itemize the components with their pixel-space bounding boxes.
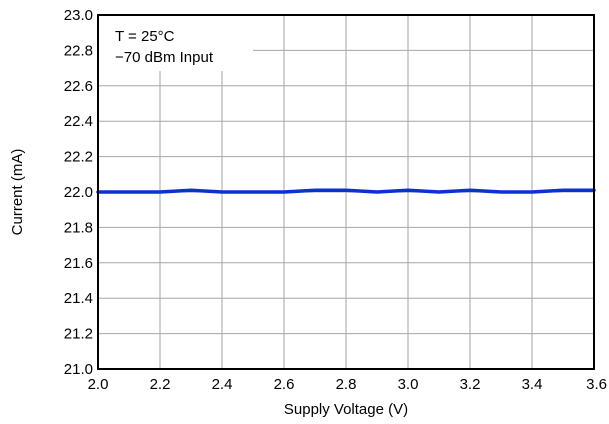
plot-frame bbox=[97, 14, 595, 370]
x-tick-label: 3.0 bbox=[398, 376, 419, 393]
x-tick-labels: 2.0 2.2 2.4 2.6 2.8 3.0 3.2 3.4 3.6 bbox=[88, 376, 607, 393]
x-tick-label: 2.4 bbox=[212, 376, 233, 393]
x-axis-label: Supply Voltage (V) bbox=[284, 401, 408, 418]
x-tick-label: 2.8 bbox=[336, 376, 357, 393]
series-line-0 bbox=[96, 188, 596, 194]
y-axis-label: Current (mA) bbox=[9, 149, 26, 236]
y-tick-labels: 21.0 21.2 21.4 21.6 21.8 22.0 22.2 22.4 22.6 22.8… bbox=[64, 7, 93, 378]
series-group bbox=[96, 188, 596, 194]
x-tick-label: 2.6 bbox=[274, 376, 295, 393]
y-tick-label: 22.6 bbox=[64, 78, 93, 95]
y-tick-label: 21.2 bbox=[64, 326, 93, 343]
y-tick-label: 21.6 bbox=[64, 255, 93, 272]
y-tick-label: 23.0 bbox=[64, 7, 93, 24]
y-tick-label: 21.8 bbox=[64, 219, 93, 236]
y-tick-label: 22.8 bbox=[64, 42, 93, 59]
x-tick-label: 3.4 bbox=[522, 376, 543, 393]
x-tick-label: 2.2 bbox=[150, 376, 171, 393]
x-tick-label: 3.2 bbox=[460, 376, 481, 393]
annotation-input-level: −70 dBm Input bbox=[115, 49, 214, 66]
annotation-box bbox=[99, 16, 253, 71]
x-tick-label: 3.6 bbox=[586, 376, 607, 393]
annotation-temperature: T = 25°C bbox=[115, 28, 175, 45]
y-tick-label: 22.2 bbox=[64, 149, 93, 166]
y-tick-label: 21.0 bbox=[64, 361, 93, 378]
y-tick-label: 22.4 bbox=[64, 113, 93, 130]
y-tick-label: 22.0 bbox=[64, 184, 93, 201]
y-tick-label: 21.4 bbox=[64, 290, 93, 307]
x-tick-label: 2.0 bbox=[88, 376, 109, 393]
